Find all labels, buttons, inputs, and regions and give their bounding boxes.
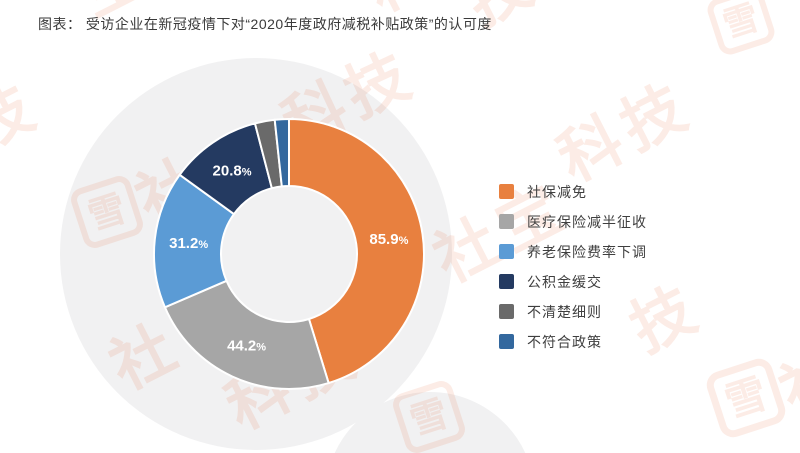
- watermark-brand-text: 技: [0, 69, 52, 164]
- watermark-logo-glyph: 雪: [719, 369, 773, 426]
- legend-label: 公积金缓交: [527, 273, 602, 290]
- legend: 社保减免 医疗保险减半征收 养老保险费率下调 公积金缓交 不清楚细则 不符合政策: [499, 184, 647, 364]
- legend-label: 不符合政策: [527, 333, 602, 350]
- donut-slice-医疗保险减半征收[interactable]: [163, 279, 330, 390]
- legend-item-housing-fund-deferral[interactable]: 公积金缓交: [499, 273, 647, 290]
- watermark-brand-text: 社: [769, 335, 800, 430]
- slice-percentage-label: 85.9%: [369, 231, 408, 248]
- legend-swatch-orange: [499, 184, 514, 199]
- donut-slice-不符合政策[interactable]: [273, 117, 290, 188]
- donut-chart: 85.9% 44.2% 31.2% 20.8%: [153, 117, 425, 390]
- legend-label: 医疗保险减半征收: [527, 213, 647, 230]
- legend-item-unclear-details[interactable]: 不清楚细则: [499, 303, 647, 320]
- watermark-brand-logo-icon: 雪: [704, 0, 778, 58]
- legend-item-social-insurance-reduction[interactable]: 社保减免: [499, 183, 647, 200]
- watermark-logo-glyph: 雪: [718, 0, 764, 45]
- legend-item-pension-rate-reduction[interactable]: 养老保险费率下调: [499, 243, 647, 260]
- watermark-brand-logo-icon: 雪: [703, 355, 789, 441]
- chart-title: 图表： 受访企业在新冠疫情下对“2020年度政府减税补贴政策”的认可度: [38, 16, 492, 32]
- legend-item-medical-insurance-half-levy[interactable]: 医疗保险减半征收: [499, 213, 647, 230]
- legend-swatch-gray: [499, 214, 514, 229]
- legend-swatch-steelblue: [499, 334, 514, 349]
- legend-item-policy-not-applicable[interactable]: 不符合政策: [499, 333, 647, 350]
- legend-label: 社保减免: [527, 183, 587, 200]
- legend-swatch-darkgray: [499, 304, 514, 319]
- slice-percentage-label: 20.8%: [213, 163, 252, 180]
- donut-slice-社保减免[interactable]: [288, 117, 425, 385]
- watermark-brand-text: 科技: [547, 70, 704, 196]
- legend-swatch-navy: [499, 274, 514, 289]
- legend-label: 不清楚细则: [527, 303, 602, 320]
- legend-label: 养老保险费率下调: [527, 243, 647, 260]
- slice-percentage-label: 44.2%: [227, 338, 266, 355]
- slice-percentage-label: 31.2%: [169, 235, 208, 252]
- legend-swatch-lightblue: [499, 244, 514, 259]
